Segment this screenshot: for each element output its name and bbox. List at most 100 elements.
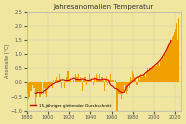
- Bar: [127, 82, 128, 91]
- Bar: [40, 82, 41, 97]
- Bar: [47, 82, 48, 88]
- Bar: [97, 77, 98, 82]
- Bar: [109, 80, 110, 82]
- Bar: [177, 40, 178, 82]
- Legend: 15-jähriger gleitender Durchschnitt: 15-jähriger gleitender Durchschnitt: [29, 103, 112, 109]
- Bar: [153, 66, 155, 82]
- Bar: [35, 82, 36, 105]
- Bar: [73, 80, 74, 82]
- Bar: [49, 82, 50, 85]
- Bar: [116, 82, 117, 111]
- Bar: [149, 68, 150, 82]
- Bar: [141, 77, 142, 82]
- Bar: [142, 77, 143, 82]
- Bar: [102, 80, 104, 82]
- Bar: [169, 43, 170, 82]
- Bar: [43, 82, 44, 94]
- Bar: [93, 82, 94, 85]
- Bar: [158, 63, 159, 82]
- Bar: [133, 74, 134, 82]
- Bar: [57, 80, 58, 82]
- Bar: [150, 68, 151, 82]
- Bar: [77, 77, 78, 82]
- Bar: [131, 80, 132, 82]
- Bar: [137, 82, 138, 85]
- Bar: [83, 80, 84, 82]
- Bar: [50, 82, 52, 85]
- Bar: [88, 80, 89, 82]
- Bar: [64, 82, 65, 88]
- Bar: [80, 77, 81, 82]
- Bar: [151, 68, 152, 82]
- Bar: [170, 40, 171, 82]
- Bar: [66, 77, 68, 82]
- Bar: [155, 66, 156, 82]
- Bar: [36, 82, 37, 97]
- Y-axis label: Anomalie [°C]: Anomalie [°C]: [4, 44, 9, 78]
- Bar: [119, 82, 121, 94]
- Bar: [113, 80, 114, 82]
- Bar: [160, 60, 161, 82]
- Bar: [108, 80, 109, 82]
- Bar: [106, 77, 107, 82]
- Bar: [65, 80, 66, 82]
- Bar: [46, 82, 47, 97]
- Bar: [32, 82, 33, 85]
- Bar: [167, 49, 168, 82]
- Bar: [75, 74, 76, 82]
- Bar: [112, 80, 113, 82]
- Bar: [144, 74, 145, 82]
- Bar: [130, 77, 131, 82]
- Bar: [90, 80, 91, 82]
- Bar: [164, 54, 165, 82]
- Bar: [118, 82, 119, 94]
- Bar: [132, 71, 133, 82]
- Bar: [87, 80, 88, 82]
- Bar: [33, 82, 35, 88]
- Bar: [37, 82, 38, 94]
- Bar: [31, 82, 32, 91]
- Bar: [146, 71, 147, 82]
- Bar: [30, 82, 31, 91]
- Bar: [139, 80, 140, 82]
- Bar: [176, 23, 177, 82]
- Bar: [140, 74, 141, 82]
- Bar: [148, 71, 149, 82]
- Bar: [121, 82, 122, 99]
- Bar: [70, 80, 71, 82]
- Bar: [94, 77, 95, 82]
- Bar: [152, 66, 153, 82]
- Bar: [98, 80, 99, 82]
- Bar: [28, 82, 29, 99]
- Bar: [138, 77, 139, 82]
- Bar: [110, 74, 111, 82]
- Bar: [159, 66, 160, 82]
- Bar: [175, 29, 176, 82]
- Bar: [117, 82, 118, 113]
- Bar: [123, 82, 124, 91]
- Bar: [56, 77, 57, 82]
- Bar: [68, 80, 70, 82]
- Bar: [76, 77, 77, 82]
- Bar: [124, 82, 125, 85]
- Bar: [147, 68, 148, 82]
- Bar: [161, 60, 162, 82]
- Bar: [29, 82, 30, 97]
- Bar: [125, 82, 126, 88]
- Bar: [129, 82, 130, 88]
- Bar: [143, 74, 144, 82]
- Bar: [107, 82, 108, 85]
- Bar: [105, 80, 106, 82]
- Bar: [84, 77, 86, 82]
- Bar: [115, 80, 116, 82]
- Bar: [82, 82, 83, 91]
- Bar: [126, 82, 127, 94]
- Bar: [96, 74, 97, 82]
- Bar: [135, 80, 137, 82]
- Bar: [52, 82, 53, 88]
- Bar: [38, 82, 39, 91]
- Bar: [55, 80, 56, 82]
- Bar: [79, 80, 80, 82]
- Bar: [162, 57, 163, 82]
- Bar: [39, 82, 40, 97]
